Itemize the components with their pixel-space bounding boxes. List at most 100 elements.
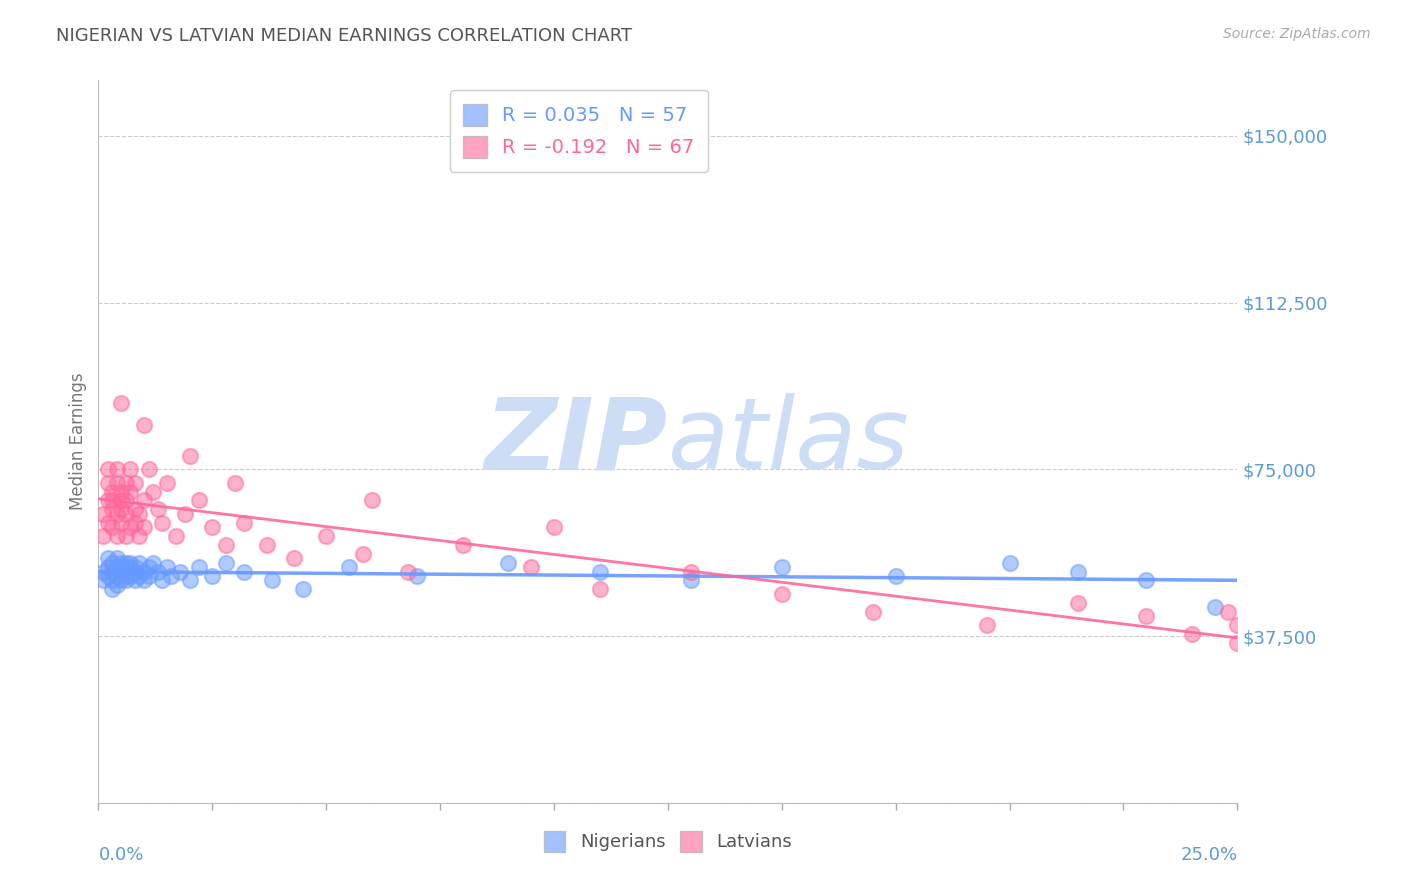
Point: [110, 502, 132, 516]
Point: [156, 475, 179, 490]
Point: [120, 462, 142, 476]
Point: [105, 462, 128, 476]
Point: [201, 520, 224, 534]
Point: [105, 569, 128, 583]
Point: [337, 560, 360, 574]
Point: [120, 560, 142, 574]
Point: [132, 520, 155, 534]
Point: [128, 507, 150, 521]
Point: [315, 529, 337, 543]
Point: [256, 538, 278, 552]
Text: NIGERIAN VS LATVIAN MEDIAN EARNINGS CORRELATION CHART: NIGERIAN VS LATVIAN MEDIAN EARNINGS CORR…: [56, 27, 633, 45]
Point: [120, 569, 142, 583]
Point: [179, 574, 201, 588]
Point: [1218, 605, 1240, 619]
Point: [101, 565, 124, 579]
Point: [224, 475, 246, 490]
Point: [101, 520, 124, 534]
Y-axis label: Median Earnings: Median Earnings: [69, 373, 87, 510]
Text: Source: ZipAtlas.com: Source: ZipAtlas.com: [1223, 27, 1371, 41]
Point: [201, 569, 224, 583]
Point: [110, 493, 132, 508]
Point: [215, 556, 238, 570]
Point: [114, 565, 136, 579]
Point: [128, 529, 150, 543]
Point: [406, 569, 429, 583]
Point: [976, 618, 998, 632]
Point: [114, 574, 136, 588]
Point: [114, 569, 136, 583]
Point: [233, 516, 256, 530]
Point: [96, 516, 118, 530]
Point: [233, 565, 256, 579]
Point: [101, 556, 124, 570]
Point: [110, 395, 132, 409]
Point: [110, 565, 132, 579]
Point: [132, 565, 155, 579]
Point: [150, 516, 173, 530]
Point: [124, 516, 146, 530]
Point: [174, 507, 197, 521]
Point: [96, 493, 118, 508]
Point: [132, 574, 155, 588]
Point: [91, 565, 114, 579]
Point: [96, 462, 118, 476]
Text: 0.0%: 0.0%: [98, 847, 143, 864]
Point: [396, 565, 419, 579]
Point: [283, 551, 305, 566]
Point: [150, 574, 173, 588]
Point: [679, 574, 702, 588]
Point: [1135, 574, 1157, 588]
Point: [588, 565, 610, 579]
Point: [124, 475, 146, 490]
Point: [105, 578, 128, 592]
Point: [187, 560, 209, 574]
Point: [105, 507, 128, 521]
Point: [120, 484, 142, 499]
Point: [1067, 596, 1090, 610]
Point: [132, 493, 155, 508]
Point: [1204, 600, 1226, 615]
Point: [114, 529, 136, 543]
Point: [146, 502, 169, 516]
Point: [679, 565, 702, 579]
Point: [110, 574, 132, 588]
Point: [105, 529, 128, 543]
Point: [498, 556, 520, 570]
Point: [588, 582, 610, 597]
Point: [101, 493, 124, 508]
Text: ZIP: ZIP: [485, 393, 668, 490]
Point: [187, 493, 209, 508]
Point: [96, 569, 118, 583]
Point: [862, 605, 884, 619]
Point: [138, 569, 160, 583]
Point: [1226, 618, 1249, 632]
Legend: Nigerians, Latvians: Nigerians, Latvians: [537, 823, 799, 859]
Point: [110, 484, 132, 499]
Point: [124, 560, 146, 574]
Point: [884, 569, 907, 583]
Point: [91, 529, 114, 543]
Point: [110, 516, 132, 530]
Point: [156, 560, 179, 574]
Point: [101, 582, 124, 597]
Point: [128, 556, 150, 570]
Point: [260, 574, 283, 588]
Point: [138, 462, 160, 476]
Text: 25.0%: 25.0%: [1180, 847, 1237, 864]
Point: [160, 569, 183, 583]
Point: [1135, 609, 1157, 624]
Text: atlas: atlas: [668, 393, 910, 490]
Point: [770, 587, 793, 601]
Point: [998, 556, 1021, 570]
Point: [1067, 565, 1090, 579]
Point: [105, 551, 128, 566]
Point: [114, 493, 136, 508]
Point: [451, 538, 474, 552]
Point: [96, 551, 118, 566]
Point: [114, 556, 136, 570]
Point: [110, 556, 132, 570]
Point: [96, 475, 118, 490]
Point: [179, 449, 201, 463]
Point: [110, 560, 132, 574]
